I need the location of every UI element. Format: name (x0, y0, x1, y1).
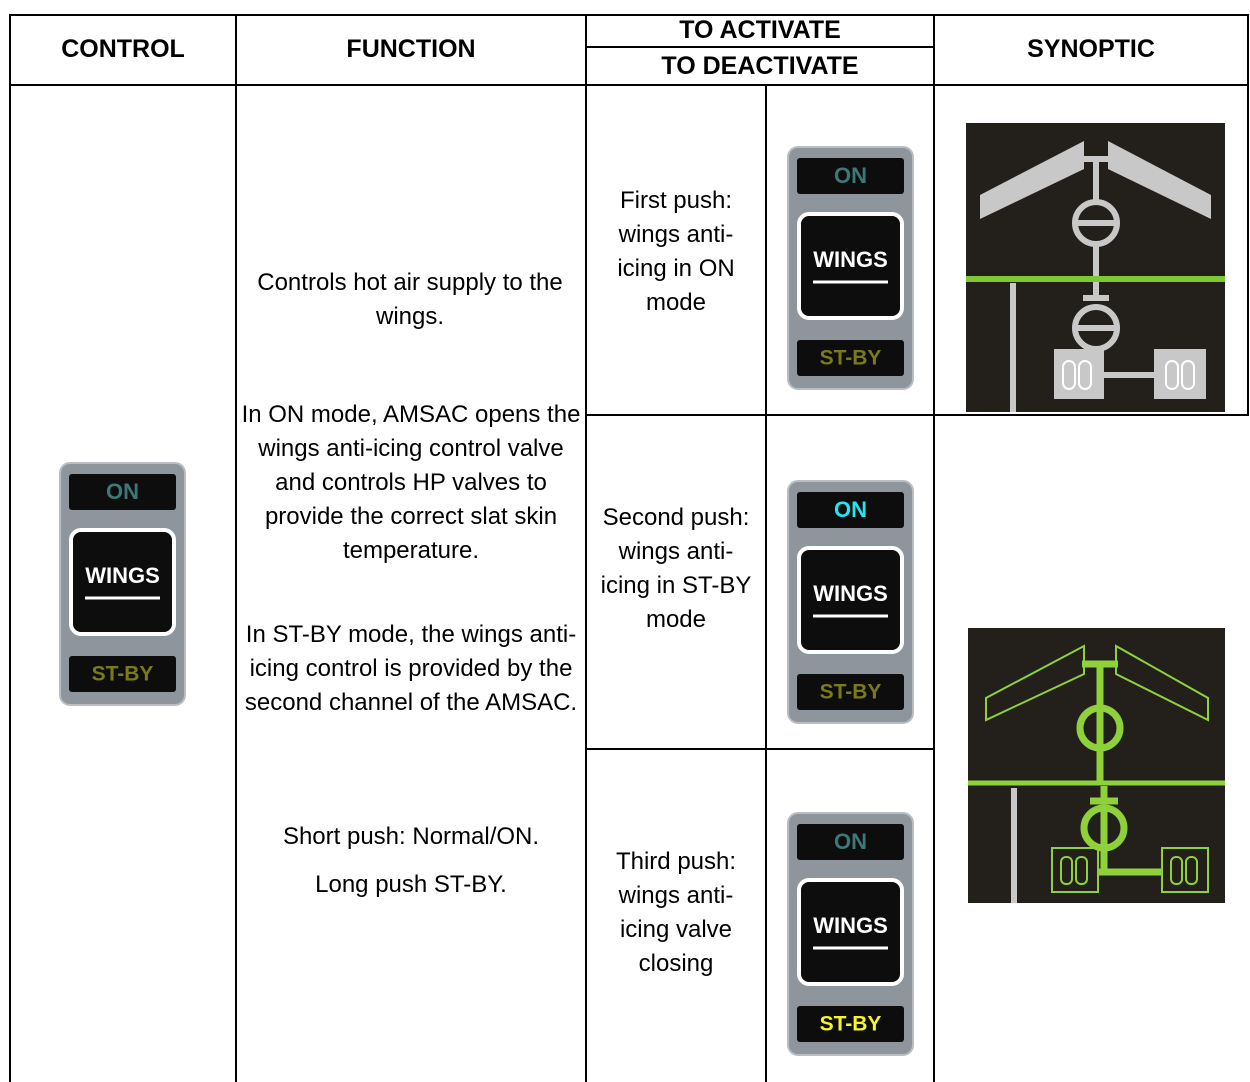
stby-label: ST-BY (820, 1013, 882, 1036)
header: SYNOPTIC (1027, 34, 1155, 63)
push-button: ON WINGS ST-BY (59, 462, 186, 706)
wings-label: WINGS (813, 913, 888, 938)
function-text: Long push ST-BY. (241, 868, 581, 902)
function-text: Controls hot air supply to the wings. (250, 266, 570, 334)
paragraph: In ST-BY mode, the wings anti-icing cont… (244, 621, 578, 716)
function-text: Short push: Normal/ON. (241, 820, 581, 854)
header: TO DEACTIVATE (661, 51, 859, 80)
on-label: ON (834, 497, 867, 522)
on-label: ON (834, 829, 867, 854)
paragraph: Controls hot air supply to the wings. (257, 269, 563, 330)
paragraph: Long push ST-BY. (315, 871, 507, 898)
wings-label: WINGS (813, 247, 888, 272)
header: TO ACTIVATE (679, 15, 841, 44)
rule (10, 84, 1248, 86)
header: FUNCTION (346, 34, 476, 63)
action-text: First push: wings anti-icing in ON mode (617, 187, 735, 316)
wings-label: WINGS (813, 581, 888, 606)
rule (10, 14, 1248, 16)
stby-label: ST-BY (92, 663, 154, 686)
synoptic-stby (968, 628, 1225, 903)
wings-label: WINGS (85, 563, 160, 588)
push-button: ON WINGS ST-BY (787, 812, 914, 1056)
rule (586, 748, 934, 750)
rule (235, 14, 237, 1082)
action-text: Second push: wings anti-icing in ST-BY m… (600, 504, 752, 633)
rule (9, 14, 11, 1082)
rule (586, 414, 1248, 416)
rule (933, 14, 935, 1082)
synoptic-on (966, 123, 1225, 412)
rule (765, 86, 767, 1082)
paragraph: Short push: Normal/ON. (282, 823, 540, 850)
header: CONTROL (61, 34, 185, 63)
rule (1247, 14, 1249, 416)
rule (585, 14, 587, 1082)
function-text: In ON mode, AMSAC opens the wings anti-i… (241, 398, 581, 568)
function-text: In ST-BY mode, the wings anti-icing cont… (241, 618, 581, 720)
stby-label: ST-BY (820, 347, 882, 370)
on-label: ON (106, 479, 139, 504)
push-button: ON WINGS ST-BY (787, 480, 914, 724)
action-text: Third push: wings anti-icing valve closi… (615, 848, 737, 977)
paragraph: In ON mode, AMSAC opens the wings anti-i… (241, 401, 581, 564)
push-button: ON WINGS ST-BY (787, 146, 914, 390)
on-label: ON (834, 163, 867, 188)
rule (586, 46, 934, 48)
stby-label: ST-BY (820, 681, 882, 704)
